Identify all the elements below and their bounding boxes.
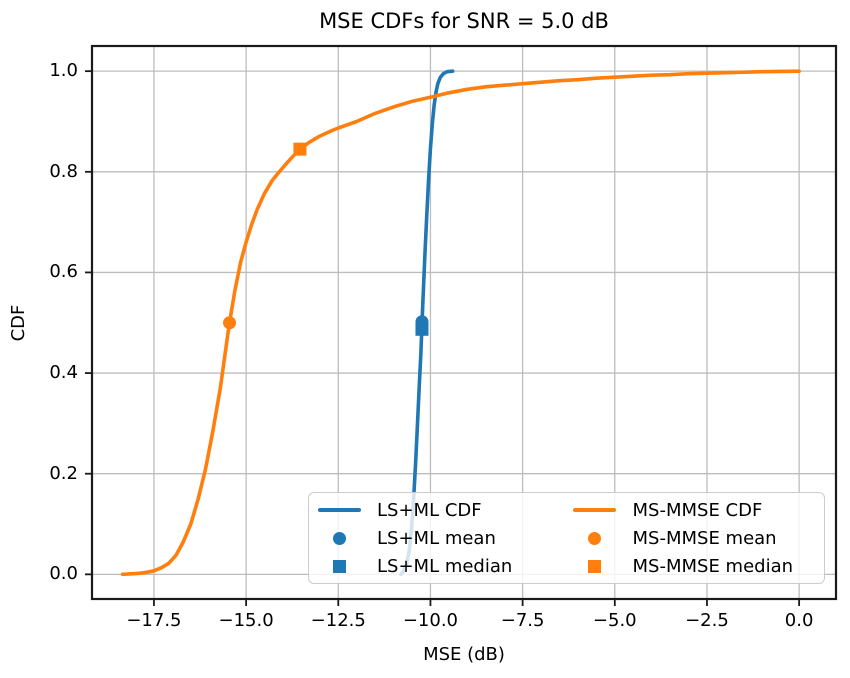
legend-column-ms-mmse: MS-MMSE CDF MS-MMSE mean MS-MMSE median <box>567 496 823 580</box>
legend-column-ls-ml: LS+ML CDF LS+ML mean LS+ML median <box>311 496 567 580</box>
square-marker-icon <box>316 559 362 573</box>
legend-item-ls-ml-mean: LS+ML mean <box>311 524 567 552</box>
x-tick-label: −7.5 <box>500 610 545 631</box>
circle-marker-icon <box>316 531 362 545</box>
y-tick-label: 0.6 <box>49 261 78 283</box>
x-tick-label: −5.0 <box>592 610 637 631</box>
plot-spines <box>90 44 838 601</box>
line-sample-icon <box>316 508 362 512</box>
y-axis-label: CDF <box>8 304 29 342</box>
square-marker-icon <box>572 559 618 573</box>
x-tick-label: −12.5 <box>310 610 366 631</box>
x-tick-label: 0.0 <box>784 610 814 631</box>
legend-label: MS-MMSE mean <box>632 527 777 549</box>
x-tick-label: −15.0 <box>218 610 274 631</box>
legend-item-ls-ml-median: LS+ML median <box>311 552 567 580</box>
legend-item-ls-ml-cdf: LS+ML CDF <box>311 496 567 524</box>
legend-item-ms-mmse-cdf: MS-MMSE CDF <box>567 496 823 524</box>
x-tick-label: −10.0 <box>402 610 459 631</box>
series-ms-mmse-cdf <box>120 69 801 577</box>
marker-ls-ml-median <box>415 322 429 336</box>
y-tick-label: 0.4 <box>49 362 78 384</box>
y-tick-label: 0.8 <box>49 160 78 182</box>
y-tick-label: 0.0 <box>49 563 78 585</box>
x-tick-label: −2.5 <box>685 610 729 631</box>
circle-marker-icon <box>572 531 618 545</box>
legend: LS+ML CDF LS+ML mean LS+ML median MS-MMS… <box>308 492 825 584</box>
legend-label: MS-MMSE median <box>632 555 794 577</box>
legend-label: LS+ML median <box>377 555 513 577</box>
marker-ms-mmse-mean <box>223 316 237 330</box>
legend-label: LS+ML CDF <box>377 499 482 521</box>
y-tick-label: 1.0 <box>49 60 78 82</box>
legend-item-ms-mmse-mean: MS-MMSE mean <box>567 524 823 552</box>
legend-label: LS+ML mean <box>377 527 496 549</box>
x-axis-label: MSE (dB) <box>423 644 505 665</box>
x-tick-label: −17.5 <box>126 610 182 631</box>
legend-label: MS-MMSE CDF <box>632 499 763 521</box>
y-tick-label: 0.2 <box>49 462 78 484</box>
legend-item-ms-mmse-median: MS-MMSE median <box>567 552 823 580</box>
line-sample-icon <box>572 508 618 512</box>
chart-title: MSE CDFs for SNR = 5.0 dB <box>319 9 609 33</box>
marker-ms-mmse-median <box>293 142 307 156</box>
